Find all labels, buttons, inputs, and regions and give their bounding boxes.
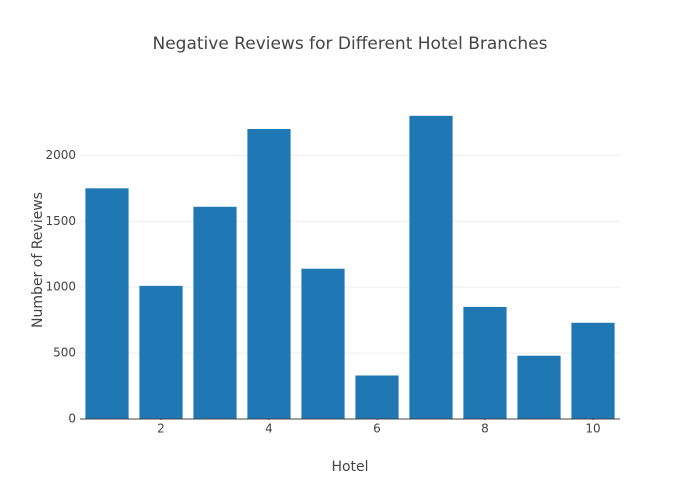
bar bbox=[517, 355, 561, 419]
y-axis-title: Number of Reviews bbox=[30, 192, 46, 328]
bar bbox=[463, 306, 507, 419]
y-tick-label: 500 bbox=[53, 346, 76, 360]
x-tick-label: 10 bbox=[585, 422, 600, 436]
y-tick-label: 1500 bbox=[45, 214, 76, 228]
bar bbox=[193, 206, 237, 419]
y-tick-label: 0 bbox=[68, 412, 76, 426]
x-tick-label: 8 bbox=[481, 422, 489, 436]
bar bbox=[409, 115, 453, 420]
bar bbox=[139, 285, 183, 419]
y-tick-label: 2000 bbox=[45, 148, 76, 162]
bar bbox=[247, 129, 291, 419]
x-axis-title: Hotel bbox=[331, 459, 368, 475]
x-tick-label: 2 bbox=[157, 422, 165, 436]
bar bbox=[355, 375, 399, 419]
bar bbox=[571, 322, 615, 419]
x-tick-label: 4 bbox=[265, 422, 273, 436]
x-tick-label: 6 bbox=[373, 422, 381, 436]
bar bbox=[301, 268, 345, 419]
y-tick-label: 1000 bbox=[45, 280, 76, 294]
bar bbox=[85, 188, 129, 419]
chart-title: Negative Reviews for Different Hotel Bra… bbox=[152, 34, 547, 54]
